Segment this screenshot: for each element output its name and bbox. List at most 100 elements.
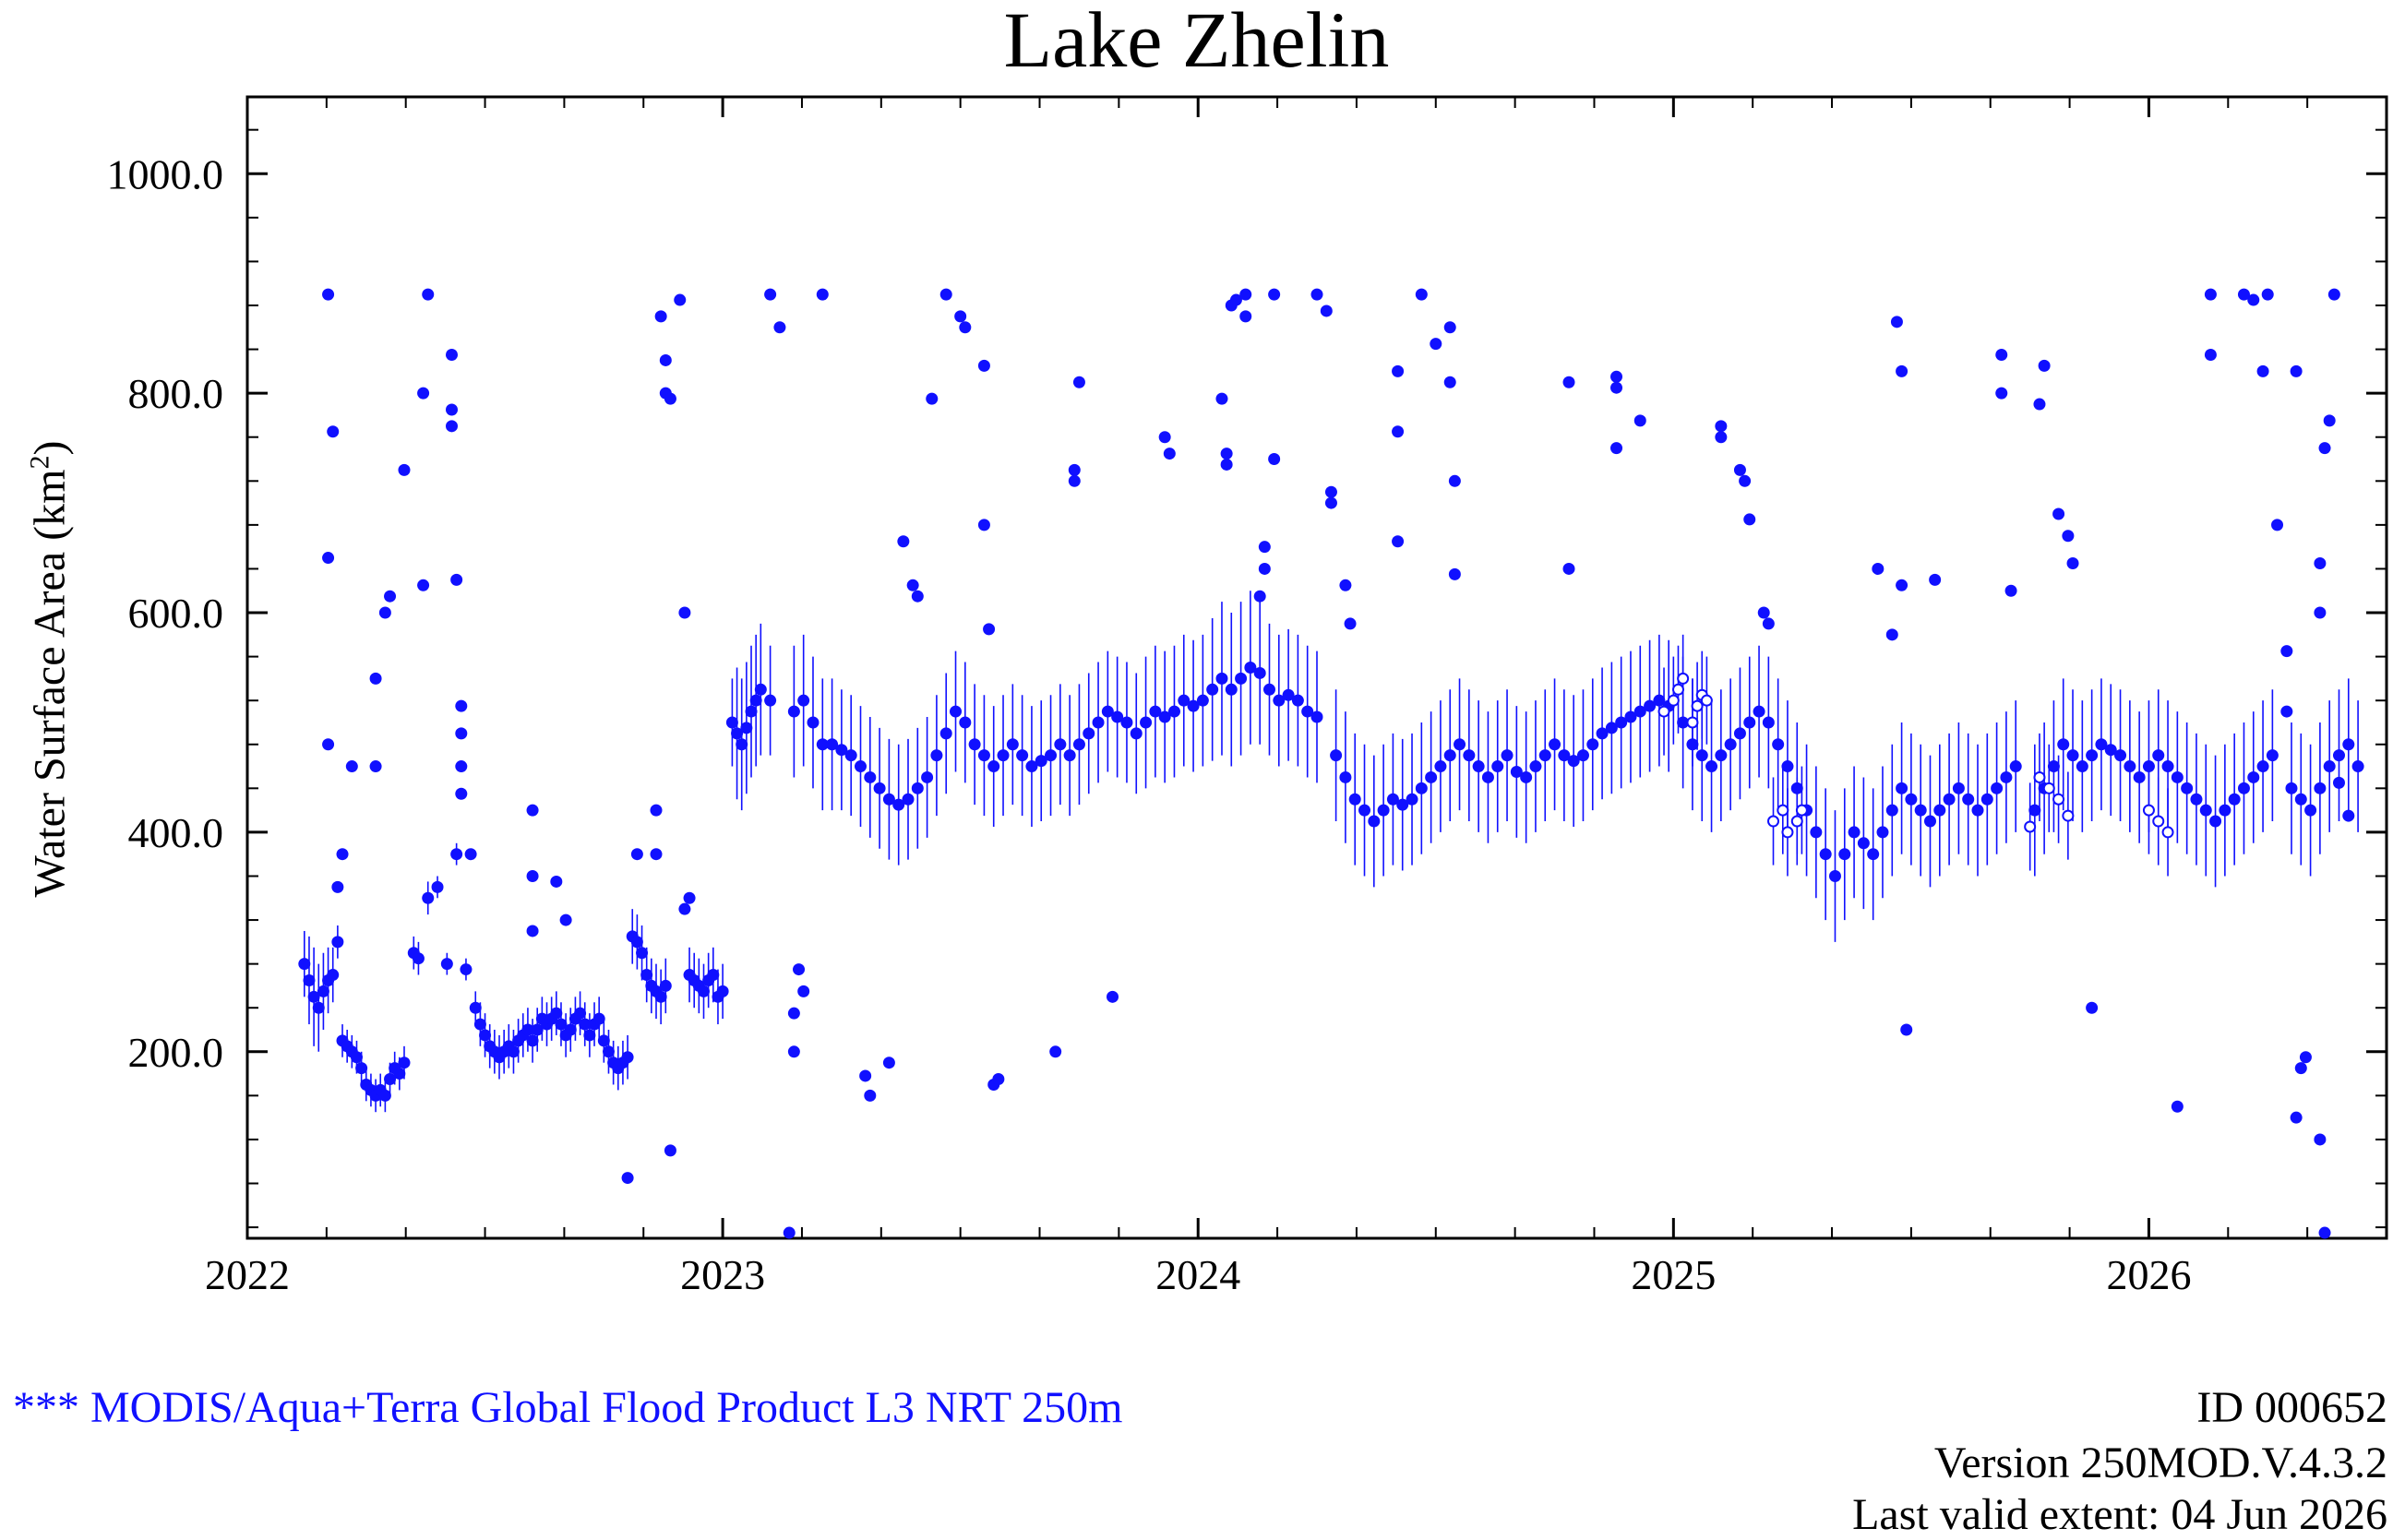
data-point bbox=[1220, 448, 1233, 460]
data-point bbox=[1310, 288, 1323, 301]
data-point bbox=[355, 1062, 368, 1075]
data-point bbox=[1054, 738, 1067, 751]
data-point bbox=[1615, 716, 1628, 729]
data-point bbox=[2318, 1226, 2331, 1239]
data-point bbox=[1567, 755, 1580, 768]
data-point bbox=[959, 716, 972, 729]
data-point bbox=[1130, 727, 1143, 740]
data-point bbox=[2095, 738, 2108, 751]
data-point bbox=[1167, 705, 1180, 718]
y-axis-ticks: 200.0 400.0 600.0 800.0 1000.0 bbox=[107, 128, 2387, 1229]
data-point bbox=[322, 552, 335, 565]
data-point bbox=[906, 579, 919, 591]
data-point bbox=[1624, 710, 1637, 723]
data-point bbox=[1368, 815, 1381, 828]
data-point bbox=[1406, 793, 1418, 806]
data-point bbox=[773, 321, 786, 334]
data-point bbox=[507, 1045, 520, 1058]
data-point bbox=[1980, 793, 1993, 806]
data-point bbox=[1653, 694, 1666, 707]
data-point bbox=[1715, 420, 1728, 433]
data-point-open bbox=[1795, 804, 1808, 817]
data-point bbox=[1715, 431, 1728, 444]
data-point bbox=[826, 738, 839, 751]
data-point bbox=[844, 749, 857, 762]
data-point bbox=[1991, 782, 2004, 794]
data-point bbox=[431, 880, 444, 893]
data-point bbox=[1344, 617, 1357, 630]
data-point bbox=[902, 793, 915, 806]
data-point bbox=[1324, 485, 1337, 498]
data-point bbox=[1610, 381, 1623, 394]
data-point bbox=[1253, 590, 1266, 603]
y-axis-label-superscript: 2 bbox=[24, 455, 55, 470]
data-point bbox=[422, 288, 435, 301]
data-point bbox=[1905, 793, 1918, 806]
data-point bbox=[1268, 453, 1281, 466]
data-point bbox=[921, 770, 934, 783]
data-point bbox=[592, 1012, 605, 1025]
data-point bbox=[1781, 760, 1794, 773]
data-point bbox=[455, 760, 468, 773]
data-point bbox=[1392, 535, 1405, 548]
data-point bbox=[930, 749, 943, 762]
data-point bbox=[1448, 474, 1461, 487]
data-point bbox=[1558, 749, 1571, 762]
data-point bbox=[445, 349, 458, 362]
data-point bbox=[1301, 705, 1314, 718]
data-point bbox=[2086, 1001, 2099, 1014]
data-point bbox=[2304, 804, 2317, 817]
y-tick-label: 1000.0 bbox=[107, 150, 224, 197]
data-point bbox=[630, 848, 643, 861]
data-point bbox=[1358, 804, 1371, 817]
data-point bbox=[1396, 798, 1409, 811]
chart-title: Lake Zhelin bbox=[1003, 0, 1390, 84]
data-point bbox=[2152, 749, 2165, 762]
data-point-open bbox=[1790, 815, 1803, 828]
data-point bbox=[2209, 815, 2222, 828]
data-point bbox=[678, 902, 691, 915]
data-point bbox=[1705, 760, 1718, 773]
data-point bbox=[336, 848, 349, 861]
data-point bbox=[1235, 672, 1248, 685]
data-point bbox=[455, 787, 468, 800]
data-point bbox=[378, 606, 391, 619]
data-point bbox=[417, 387, 430, 400]
data-point bbox=[1743, 513, 1756, 526]
data-point bbox=[2000, 770, 2013, 783]
data-point bbox=[1083, 727, 1095, 740]
data-point bbox=[1715, 749, 1728, 762]
data-point bbox=[2228, 793, 2241, 806]
data-point bbox=[1724, 738, 1737, 751]
data-point bbox=[1885, 628, 1898, 641]
data-point bbox=[2342, 738, 2355, 751]
last-valid-extent: Last valid extent: 04 Jun 2026 bbox=[1852, 1490, 2387, 1539]
data-point bbox=[2237, 782, 2250, 794]
data-point bbox=[783, 1226, 796, 1239]
data-point bbox=[445, 403, 458, 416]
data-point bbox=[1762, 716, 1775, 729]
data-point bbox=[2256, 760, 2269, 773]
data-point bbox=[1896, 782, 1908, 794]
data-point-open bbox=[1781, 826, 1794, 839]
data-point bbox=[1943, 793, 1956, 806]
data-point bbox=[787, 1007, 800, 1020]
data-point bbox=[322, 288, 335, 301]
data-point bbox=[2190, 793, 2203, 806]
y-axis-label-main: Water Surface Area (km bbox=[25, 469, 75, 898]
data-point bbox=[1068, 463, 1081, 476]
data-point bbox=[597, 1034, 610, 1047]
data-point bbox=[1225, 683, 1238, 696]
data-point bbox=[654, 990, 667, 1003]
data-point bbox=[2323, 414, 2336, 427]
data-point bbox=[1995, 387, 2008, 400]
data-point bbox=[1324, 496, 1337, 509]
data-point-open bbox=[1677, 672, 1690, 685]
data-point bbox=[327, 425, 340, 438]
data-point bbox=[2280, 705, 2293, 718]
data-point bbox=[393, 1068, 406, 1080]
data-point bbox=[526, 925, 539, 937]
data-point bbox=[2219, 804, 2231, 817]
data-point bbox=[559, 913, 572, 926]
data-point bbox=[469, 1001, 482, 1014]
